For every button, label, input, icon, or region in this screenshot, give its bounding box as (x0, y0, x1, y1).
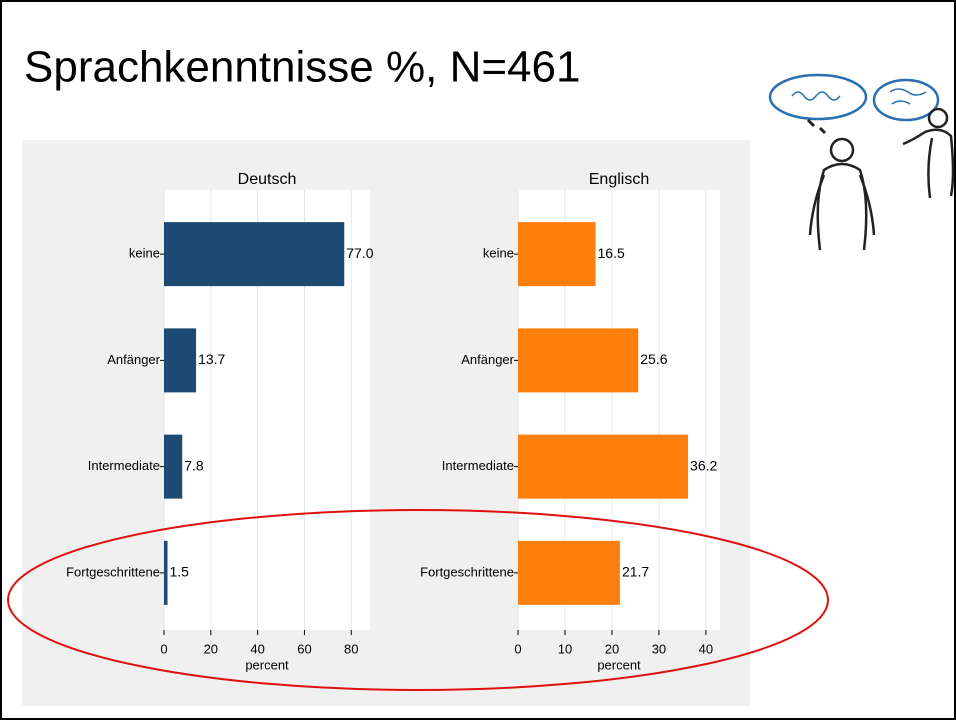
bar (518, 541, 620, 605)
bar (518, 328, 638, 392)
value-label: 77.0 (346, 245, 373, 261)
bar (518, 222, 596, 286)
value-label: 13.7 (198, 351, 225, 367)
value-label: 25.6 (640, 351, 667, 367)
y-tick-label: Fortgeschrittene (66, 564, 160, 579)
y-tick-label: keine (483, 246, 514, 261)
value-label: 1.5 (170, 564, 190, 580)
slide: Sprachkenntnisse %, N=461 Deutsch 0 20 40 60… (0, 0, 956, 720)
y-tick-label: Anfänger (461, 352, 514, 367)
value-label: 36.2 (690, 457, 717, 473)
x-tick-label: 20 (204, 641, 218, 656)
bar (164, 222, 344, 286)
y-tick-label: Fortgeschrittene (420, 564, 514, 579)
value-label: 7.8 (184, 457, 204, 473)
chart-title: Englisch (589, 171, 649, 188)
y-tick-label: Intermediate (442, 458, 514, 473)
y-tick-label: Anfänger (107, 352, 160, 367)
x-axis-label: percent (245, 657, 289, 672)
y-tick-label: keine (129, 246, 160, 261)
x-tick-label: 0 (514, 641, 521, 656)
x-tick-label: 80 (344, 641, 358, 656)
x-tick-label: 40 (250, 641, 264, 656)
slide-title: Sprachkenntnisse %, N=461 (24, 43, 580, 92)
value-label: 16.5 (598, 245, 625, 261)
value-label: 21.7 (622, 564, 649, 580)
chart-title: Deutsch (238, 171, 297, 188)
page: Sprachkenntnisse %, N=461 Deutsch 0 20 40 60… (0, 0, 956, 725)
x-tick-label: 10 (558, 641, 572, 656)
bar (164, 435, 182, 499)
x-tick-label: 30 (652, 641, 666, 656)
x-tick-label: 60 (297, 641, 311, 656)
bar (164, 328, 196, 392)
x-tick-label: 20 (605, 641, 619, 656)
bar (518, 435, 688, 499)
bar (164, 541, 168, 605)
x-tick-label: 0 (160, 641, 167, 656)
x-tick-label: 40 (699, 641, 713, 656)
y-tick-label: Intermediate (88, 458, 160, 473)
x-axis-label: percent (597, 657, 641, 672)
